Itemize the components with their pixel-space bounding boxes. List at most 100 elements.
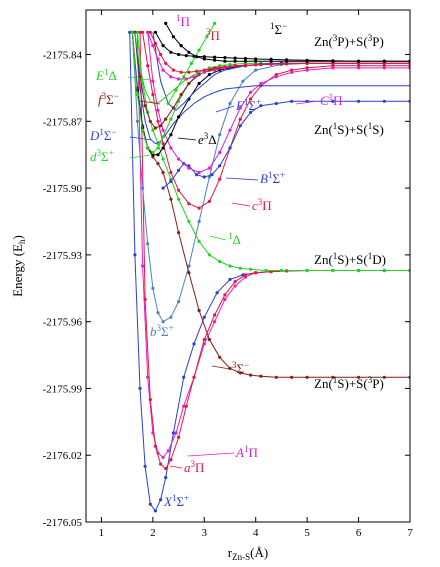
data-point	[223, 59, 227, 63]
data-point	[228, 101, 232, 106]
data-point	[143, 297, 147, 301]
data-point	[138, 386, 142, 390]
data-point	[169, 179, 173, 183]
data-point	[166, 449, 170, 453]
data-point	[141, 128, 145, 132]
data-point	[269, 59, 273, 63]
y-tick-label: -2175.93	[43, 250, 83, 262]
data-point	[233, 64, 237, 68]
data-point	[164, 475, 168, 480]
data-point	[197, 81, 201, 86]
state-label-1D: 1Δ	[228, 231, 241, 247]
data-point	[146, 375, 150, 379]
data-point	[382, 268, 386, 273]
data-point	[357, 66, 361, 70]
data-point	[161, 455, 165, 459]
data-point	[241, 79, 245, 83]
data-point	[195, 69, 199, 73]
data-point	[187, 219, 191, 224]
data-point	[213, 68, 217, 72]
data-point	[164, 117, 168, 121]
y-axis-title: Energy (Eh)	[10, 235, 27, 297]
data-point	[141, 186, 145, 190]
leader-line	[129, 136, 153, 141]
data-point	[357, 61, 361, 65]
data-point	[156, 153, 160, 157]
state-label-F1Sp: F1Σ+	[235, 97, 261, 113]
data-point	[197, 308, 201, 313]
data-point	[218, 133, 222, 137]
data-point	[218, 259, 222, 264]
y-tick-label: -2175.90	[43, 183, 83, 195]
series-line	[165, 23, 410, 62]
plot-frame	[85, 9, 411, 523]
asymptote-label: Zn(1S)+S(1D)	[314, 251, 386, 267]
data-point	[207, 199, 211, 203]
leader-line	[295, 100, 319, 105]
y-tick-label: -2176.02	[43, 450, 82, 462]
series-16	[148, 30, 410, 74]
data-point	[202, 70, 206, 74]
y-tick-label: -2176.05	[43, 517, 83, 529]
data-point	[187, 271, 191, 275]
data-point	[218, 150, 222, 155]
x-tick-label: 7	[407, 527, 413, 539]
state-label-e3D: e3Δ	[198, 131, 217, 147]
data-point	[233, 284, 237, 288]
data-point	[187, 164, 191, 168]
data-point	[135, 119, 139, 123]
data-point	[161, 135, 165, 139]
data-point	[331, 64, 335, 68]
data-point	[215, 291, 219, 295]
leader-line	[231, 202, 251, 207]
data-point	[249, 110, 253, 114]
data-point	[169, 50, 173, 54]
data-point	[151, 128, 155, 132]
data-point	[382, 61, 386, 65]
data-point	[169, 146, 173, 150]
data-point	[254, 59, 258, 63]
data-point	[197, 219, 201, 224]
data-point	[169, 458, 173, 462]
data-point	[143, 104, 147, 108]
data-point	[213, 66, 217, 70]
data-point	[177, 188, 181, 192]
data-point	[161, 320, 165, 324]
leader-line	[127, 76, 151, 81]
data-point	[357, 64, 361, 68]
leader-line	[225, 177, 259, 181]
data-point	[207, 73, 211, 77]
data-point	[274, 101, 278, 106]
leader-line	[187, 452, 235, 457]
data-point	[197, 206, 201, 210]
data-point	[223, 56, 227, 60]
data-point	[305, 268, 309, 273]
x-tick-label: 3	[202, 527, 208, 539]
data-point	[290, 375, 294, 379]
data-point	[161, 128, 165, 132]
state-label-top1Sm: 1Σ−	[270, 21, 287, 37]
data-point	[138, 30, 142, 34]
data-point	[146, 146, 150, 150]
y-tick-label: -2175.84	[43, 50, 83, 62]
data-point	[161, 68, 165, 72]
data-point	[223, 65, 227, 69]
series-line	[136, 32, 410, 459]
data-point	[156, 108, 160, 112]
data-point	[171, 431, 175, 435]
data-point	[159, 52, 163, 57]
axis-layer: 1 2 3 4 5 6 7 -2175.84 -2175.87 -2175.90 -2175.93 -…	[43, 10, 413, 539]
data-point	[228, 62, 232, 67]
data-point	[133, 253, 137, 257]
data-point	[254, 57, 258, 61]
data-point	[151, 286, 155, 290]
data-point	[205, 35, 209, 39]
data-point	[357, 268, 361, 273]
data-point	[156, 119, 160, 123]
leader-line	[215, 105, 235, 113]
data-point	[156, 146, 160, 150]
data-point	[184, 77, 188, 81]
data-point	[187, 50, 191, 54]
data-point	[164, 61, 168, 65]
data-point	[187, 70, 191, 74]
